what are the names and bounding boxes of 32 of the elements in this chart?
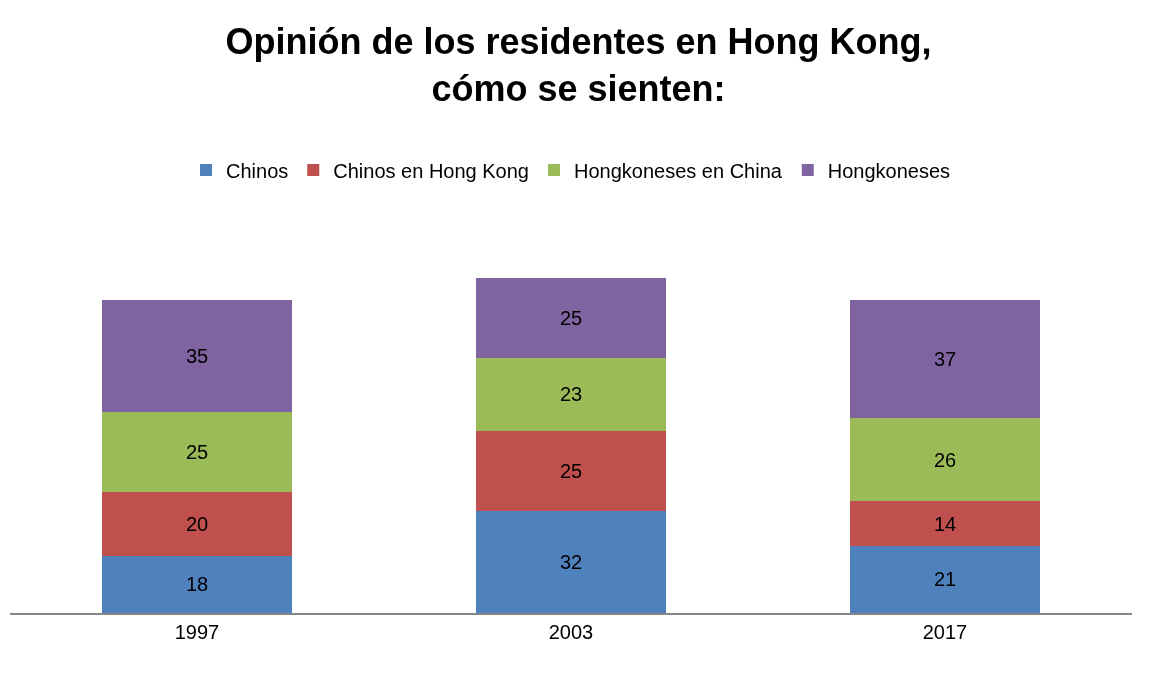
- data-label: 35: [185, 344, 209, 367]
- bar: [101, 411, 293, 492]
- data-label: 23: [559, 383, 583, 406]
- data-label: 18: [185, 573, 209, 596]
- x-tick-label: 2003: [548, 620, 594, 643]
- bar: [475, 277, 667, 358]
- data-label: 37: [933, 348, 957, 371]
- bar: [849, 501, 1041, 546]
- data-label: 25: [185, 440, 209, 463]
- bar: [849, 545, 1041, 613]
- bar: [101, 555, 293, 613]
- bar: [475, 510, 667, 613]
- legend-label: Hongkoneses en China: [573, 159, 783, 182]
- x-tick-label: 2017: [922, 620, 968, 643]
- data-label: 26: [933, 448, 957, 471]
- bar: [475, 357, 667, 431]
- data-label: 21: [933, 568, 957, 591]
- legend-label: Chinos: [226, 159, 289, 182]
- bar: [849, 418, 1041, 502]
- x-tick-label: 1997: [174, 620, 220, 643]
- bar: [101, 491, 293, 556]
- data-label: 32: [559, 550, 583, 573]
- bar: [475, 430, 667, 511]
- data-label: 14: [933, 512, 957, 535]
- chart-title: Opinión de los residentes en Hong Kong, cómo se sienten:: [225, 20, 932, 109]
- data-label: 20: [185, 512, 209, 535]
- data-label: 25: [559, 459, 583, 482]
- legend-label: Chinos en Hong Kong: [333, 159, 529, 182]
- legend-label: Hongkoneses: [827, 159, 951, 182]
- bar: [849, 300, 1041, 419]
- data-label: 25: [559, 306, 583, 329]
- bar: [101, 300, 293, 412]
